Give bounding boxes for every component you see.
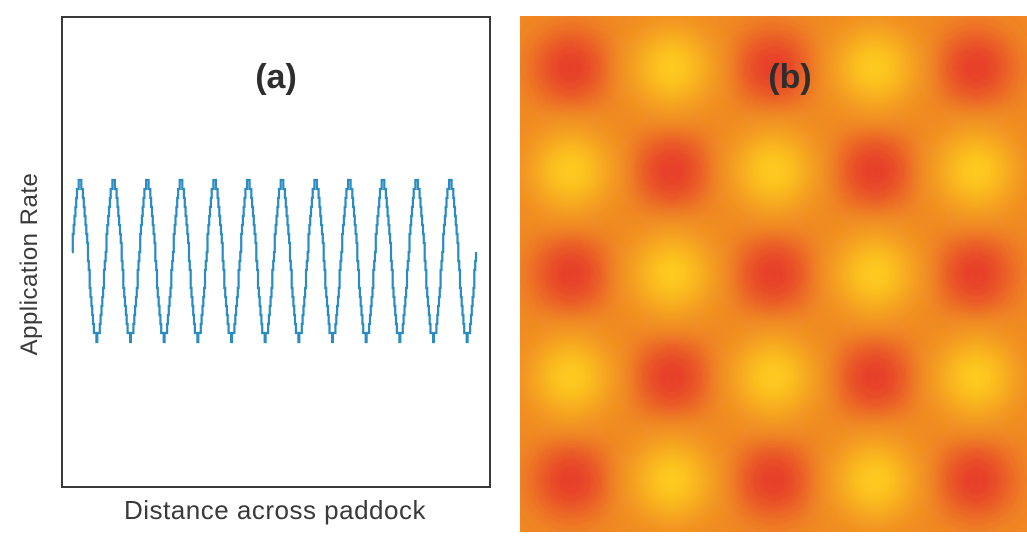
heatmap-cell	[739, 135, 808, 206]
heatmap-cell	[840, 445, 910, 516]
panel-b-heatmap: (b)	[520, 16, 1027, 532]
heatmap-cell	[941, 238, 1011, 310]
heatmap-cell	[637, 32, 707, 103]
heatmap-cell	[739, 445, 808, 516]
heatmap-cell	[536, 32, 606, 103]
heatmap-cell	[941, 135, 1011, 206]
heatmap-cell	[637, 135, 707, 206]
heatmap-cell	[637, 342, 707, 413]
heatmap-cell	[637, 238, 707, 310]
heatmap-cell	[840, 32, 910, 103]
heatmap-svg: (b)	[520, 16, 1027, 532]
application-rate-series	[71, 178, 478, 344]
heatmap-cell	[941, 32, 1011, 103]
heatmap-cell	[739, 238, 808, 310]
heatmap-cell	[840, 135, 910, 206]
plot-frame	[61, 16, 491, 488]
heatmap-cell	[536, 135, 606, 206]
panel-a-line-chart: (a) Application Rate Distance across pad…	[0, 0, 500, 532]
heatmap-cell	[637, 445, 707, 516]
heatmap-cell	[536, 445, 606, 516]
heatmap-cell	[941, 342, 1011, 413]
heatmap-cell	[739, 32, 808, 103]
line-chart-svg: (a)	[61, 16, 491, 488]
panel-b-title: (b)	[768, 58, 811, 96]
heatmap-cell	[840, 342, 910, 413]
x-axis-label: Distance across paddock	[124, 495, 426, 525]
heatmap-cell	[739, 342, 808, 413]
heatmap-cell	[536, 342, 606, 413]
y-axis-label: Application Rate	[16, 172, 43, 356]
panel-a-title: (a)	[255, 58, 297, 96]
heatmap-cell	[840, 238, 910, 310]
heatmap-cell	[536, 238, 606, 310]
heatmap-cells	[536, 32, 1011, 516]
heatmap-cell	[941, 445, 1011, 516]
